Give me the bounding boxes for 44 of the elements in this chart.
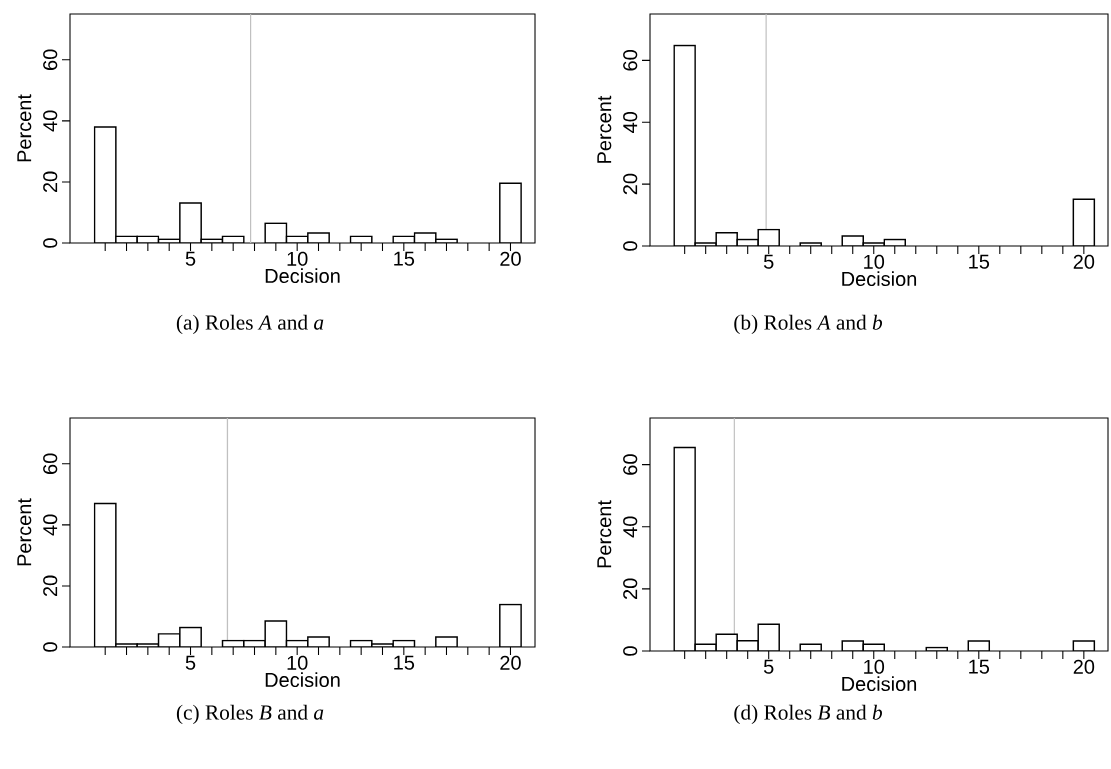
y-tick-label: 0 bbox=[623, 646, 638, 656]
y-axis-title: Percent bbox=[17, 94, 32, 162]
text: (d) Roles B and b bbox=[734, 704, 882, 725]
x-tick-label: 20 bbox=[1073, 254, 1095, 269]
x-tick-label: 10 bbox=[287, 655, 308, 670]
text: (c) Roles B and a bbox=[176, 704, 324, 725]
x-tick-label: 5 bbox=[763, 659, 774, 674]
y-tick-label: 40 bbox=[43, 514, 58, 536]
y-axis-title: Percent bbox=[17, 498, 32, 566]
x-axis-title: Decision bbox=[265, 672, 340, 688]
y-tick-label: 0 bbox=[623, 241, 638, 251]
x-tick-label: 20 bbox=[500, 655, 521, 670]
x-tick-label: 10 bbox=[864, 254, 885, 269]
y-tick-label: 60 bbox=[623, 50, 638, 71]
x-tick-label: 15 bbox=[969, 254, 990, 269]
y-tick-label: 20 bbox=[43, 575, 58, 597]
x-tick-label: 20 bbox=[500, 251, 521, 266]
y-tick-label: 60 bbox=[43, 49, 58, 70]
x-axis-title: Decision bbox=[265, 268, 340, 284]
y-tick-label: 40 bbox=[623, 516, 638, 538]
x-tick-label: 15 bbox=[394, 655, 415, 670]
y-tick-label: 20 bbox=[623, 578, 638, 599]
text: (b) Roles A and b bbox=[734, 314, 883, 335]
x-tick-label: 20 bbox=[1073, 659, 1095, 674]
y-tick-label: 20 bbox=[43, 171, 58, 193]
y-tick-label: 40 bbox=[43, 110, 58, 132]
x-tick-label: 10 bbox=[864, 659, 885, 674]
x-tick-label: 15 bbox=[394, 251, 415, 266]
y-tick-label: 40 bbox=[623, 111, 638, 133]
x-tick-label: 5 bbox=[185, 655, 196, 670]
y-tick-label: 60 bbox=[623, 454, 638, 475]
y-axis-title: Percent bbox=[597, 95, 612, 163]
y-tick-label: 60 bbox=[43, 453, 58, 474]
x-axis-title: Decision bbox=[842, 271, 917, 287]
text: (a) Roles A and a bbox=[176, 314, 324, 335]
y-tick-label: 0 bbox=[43, 642, 58, 652]
y-tick-label: 20 bbox=[623, 173, 638, 195]
x-tick-label: 5 bbox=[185, 251, 196, 266]
y-tick-label: 0 bbox=[43, 238, 58, 248]
y-axis-title: Percent bbox=[597, 500, 612, 568]
x-tick-label: 10 bbox=[287, 251, 308, 266]
x-tick-label: 15 bbox=[969, 659, 990, 674]
x-tick-label: 5 bbox=[763, 254, 774, 269]
x-axis-title: Decision bbox=[842, 676, 917, 692]
